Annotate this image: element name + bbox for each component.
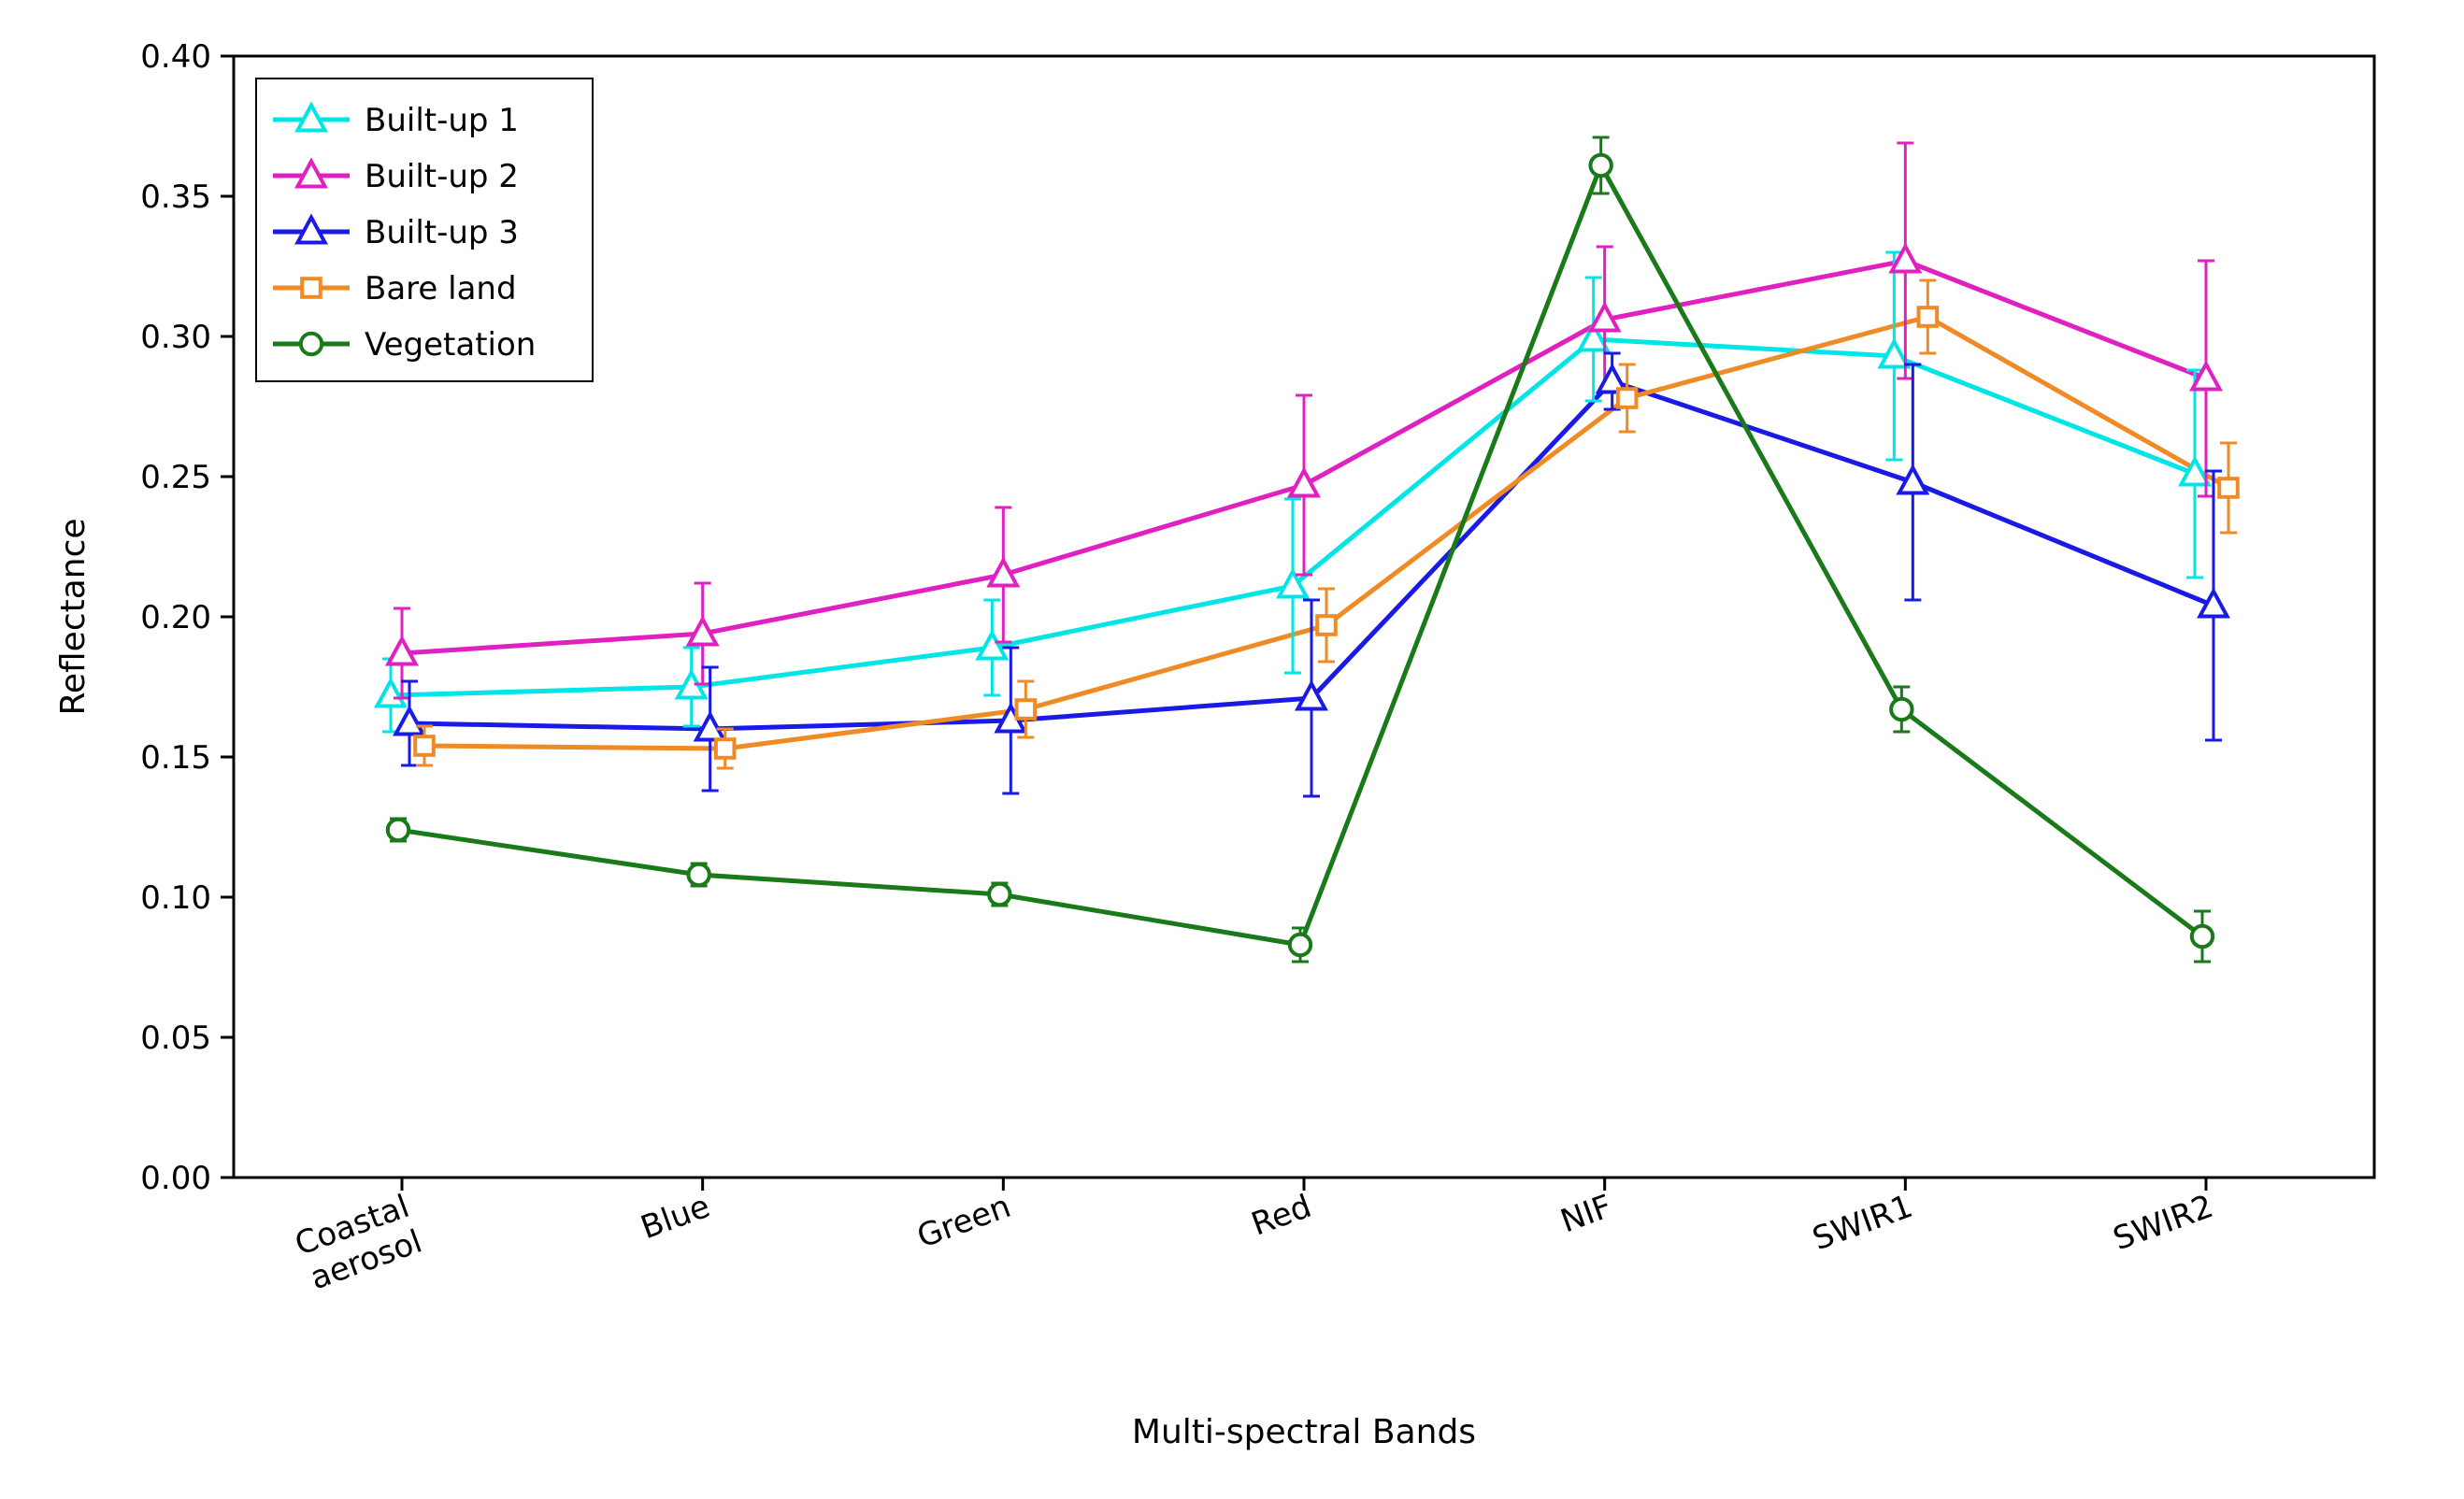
chart-container: 0.000.050.100.150.200.250.300.350.40Coas… bbox=[0, 0, 2464, 1499]
legend-label-built-up-3: Built-up 3 bbox=[365, 214, 519, 251]
svg-text:0.05: 0.05 bbox=[140, 1020, 211, 1057]
svg-text:0.40: 0.40 bbox=[140, 38, 211, 76]
svg-text:0.35: 0.35 bbox=[140, 178, 211, 216]
svg-text:0.25: 0.25 bbox=[140, 459, 211, 496]
svg-text:0.20: 0.20 bbox=[140, 599, 211, 636]
svg-text:0.15: 0.15 bbox=[140, 739, 211, 777]
y-axis-label: Reflectance bbox=[54, 518, 93, 715]
x-axis-label: Multi-spectral Bands bbox=[1132, 1413, 1476, 1451]
legend-label-bare-land: Bare land bbox=[365, 270, 517, 307]
legend-label-built-up-1: Built-up 1 bbox=[365, 102, 519, 139]
legend: Built-up 1 Built-up 2 Built-up 3 Bare land V… bbox=[256, 79, 593, 381]
svg-text:0.00: 0.00 bbox=[140, 1160, 211, 1197]
svg-text:0.30: 0.30 bbox=[140, 319, 211, 356]
reflectance-line-chart: 0.000.050.100.150.200.250.300.350.40Coas… bbox=[0, 0, 2464, 1499]
legend-label-built-up-2: Built-up 2 bbox=[365, 158, 519, 195]
svg-text:0.10: 0.10 bbox=[140, 879, 211, 917]
legend-label-vegetation: Vegetation bbox=[365, 326, 536, 364]
